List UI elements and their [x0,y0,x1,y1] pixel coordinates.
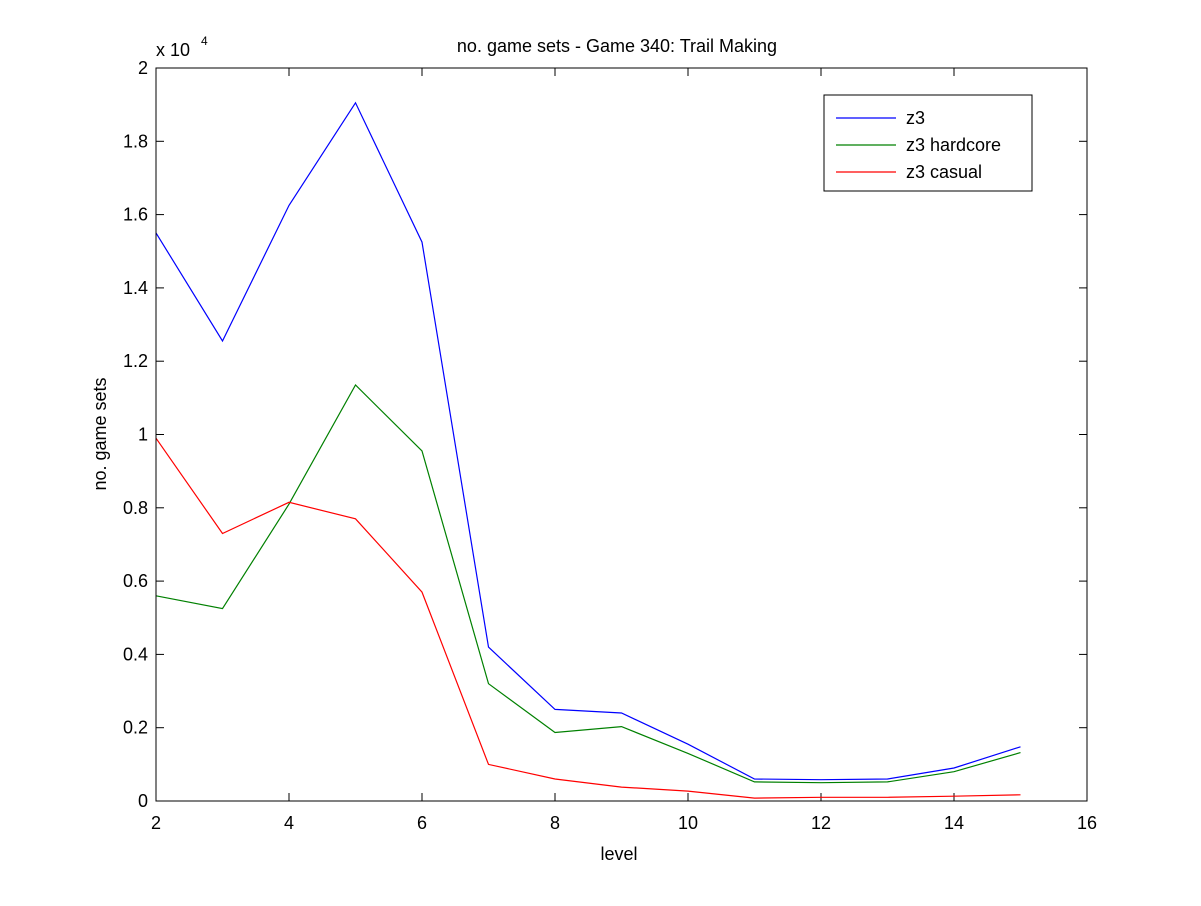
y-tick-label: 0 [138,791,148,811]
legend: z3 z3 hardcore z3 casual [823,94,1033,192]
x-tick-label: 4 [284,813,294,833]
y-tick-label: 1 [138,425,148,445]
axes-frame [155,67,1088,802]
exponent-power: 4 [201,34,208,48]
series-layer [155,101,1021,799]
legend-box [823,94,1033,192]
y-tick-label: 1.6 [123,205,148,225]
series-line-z3-hardcore [155,384,1021,784]
exponent-label: x 10 4 [156,34,208,60]
y-tick-label: 1.2 [123,351,148,371]
series-line-z3 [155,101,1021,781]
x-tick-label: 10 [678,813,698,833]
series-line-z3-casual [155,437,1021,799]
x-tick-label: 6 [417,813,427,833]
exponent-base: x 10 [156,40,190,60]
x-axis: 2 4 6 8 10 12 14 16 [151,68,1097,833]
x-tick-label: 16 [1077,813,1097,833]
y-tick-label: 2 [138,58,148,78]
x-tick-label: 8 [550,813,560,833]
axes-box [155,67,1088,802]
x-tick-label: 12 [811,813,831,833]
legend-label-z3: z3 [906,108,925,128]
y-tick-label: 1.8 [123,131,148,151]
x-tick-label: 2 [151,813,161,833]
y-tick-label: 0.6 [123,571,148,591]
legend-label-z3-casual: z3 casual [906,162,982,182]
y-tick-label: 1.4 [123,278,148,298]
y-axis: 0 0.2 0.4 0.6 0.8 1 1.2 1.4 1.6 1.8 2 [123,58,1087,811]
y-tick-label: 0.4 [123,644,148,664]
x-tick-label: 14 [944,813,964,833]
legend-label-z3-hardcore: z3 hardcore [906,135,1001,155]
x-axis-label: level [600,844,637,864]
y-tick-label: 0.2 [123,718,148,738]
chart-title: no. game sets - Game 340: Trail Making [457,36,777,56]
y-axis-label: no. game sets [90,377,110,490]
y-tick-label: 0.8 [123,498,148,518]
